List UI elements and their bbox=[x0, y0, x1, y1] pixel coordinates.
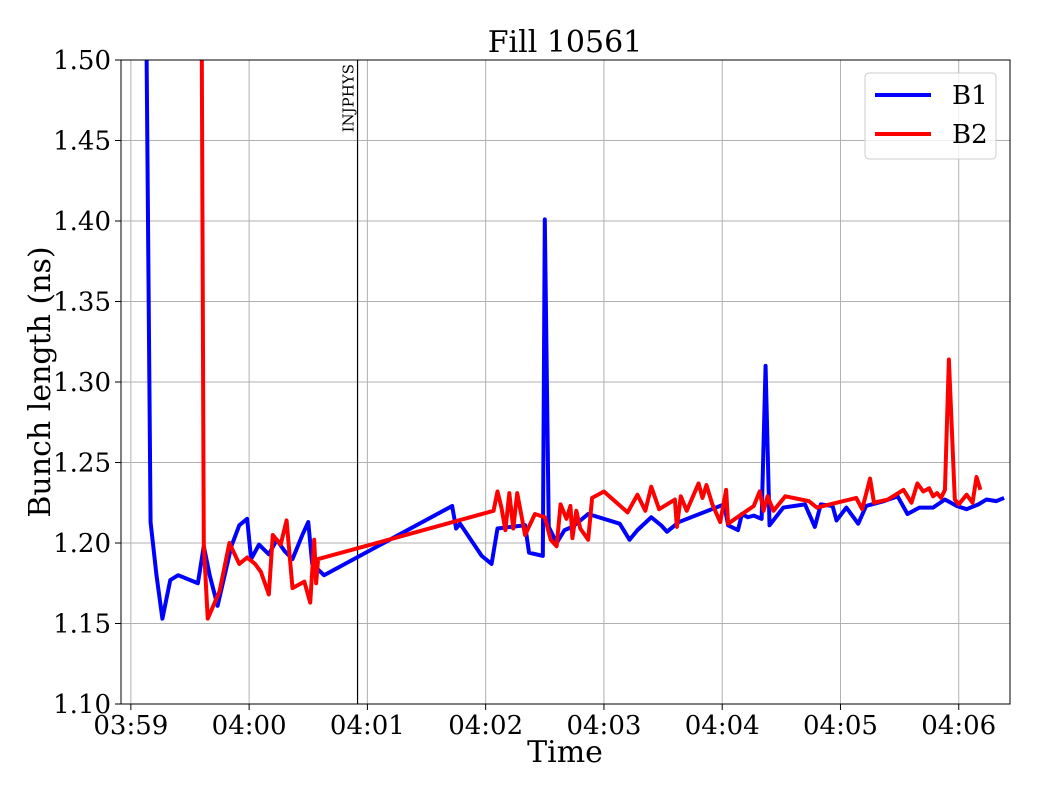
legend: B1 B2 bbox=[864, 72, 997, 160]
y-tick-label: 1.50 bbox=[53, 46, 111, 76]
annotations: INJPHYS bbox=[340, 60, 359, 704]
x-tick-label: 04:02 bbox=[448, 711, 523, 741]
x-axis: 03:59 04:00 04:01 04:02 04:03 04:04 04:05 04:06 bbox=[93, 704, 996, 741]
x-tick-label: 03:59 bbox=[93, 711, 168, 741]
y-tick-label: 1.35 bbox=[53, 288, 111, 318]
y-tick-label: 1.15 bbox=[53, 610, 111, 640]
legend-label-b1: B1 bbox=[952, 81, 988, 111]
series-group bbox=[144, 60, 1005, 621]
x-tick-label: 04:00 bbox=[212, 711, 287, 741]
series-line-b2 bbox=[199, 60, 983, 621]
x-tick-label: 04:03 bbox=[566, 711, 641, 741]
y-axis: 1.10 1.15 1.20 1.25 1.30 1.35 1.40 1.45 1.50 bbox=[53, 46, 121, 720]
x-tick-label: 04:04 bbox=[685, 711, 760, 741]
y-tick-label: 1.40 bbox=[53, 207, 111, 237]
x-tick-label: 04:01 bbox=[330, 711, 405, 741]
y-tick-label: 1.25 bbox=[53, 449, 111, 479]
x-tick-label: 04:05 bbox=[803, 711, 878, 741]
legend-label-b2: B2 bbox=[952, 120, 988, 150]
series-line-b1 bbox=[144, 60, 1005, 621]
y-axis-label: Bunch length (ns) bbox=[23, 246, 58, 517]
y-tick-label: 1.30 bbox=[53, 368, 111, 398]
y-tick-label: 1.20 bbox=[53, 529, 111, 559]
x-axis-label: Time bbox=[527, 735, 603, 770]
y-tick-label: 1.45 bbox=[53, 127, 111, 157]
injphys-marker-label: INJPHYS bbox=[340, 64, 358, 132]
x-tick-label: 04:06 bbox=[921, 711, 996, 741]
y-tick-label: 1.10 bbox=[53, 690, 111, 720]
chart-title: Fill 10561 bbox=[488, 25, 643, 60]
